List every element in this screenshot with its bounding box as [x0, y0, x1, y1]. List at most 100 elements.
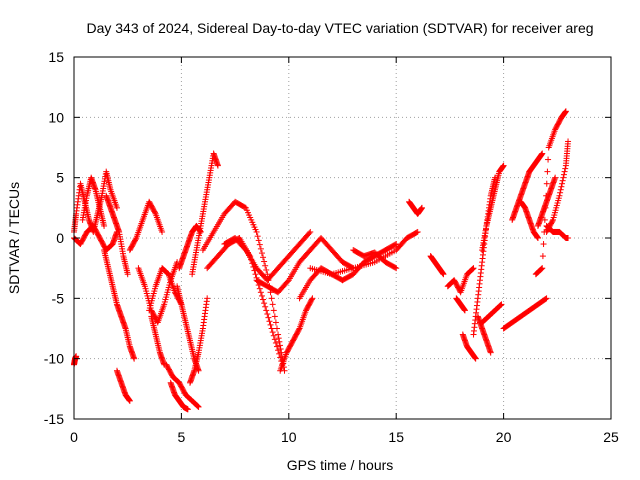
data-point	[537, 266, 544, 273]
data-point	[552, 174, 559, 181]
data-point	[275, 331, 282, 338]
data-point	[539, 253, 546, 260]
data-point	[270, 307, 277, 314]
data-point	[257, 289, 264, 296]
data-point	[549, 218, 556, 225]
data-point	[265, 314, 272, 321]
data-point	[124, 271, 131, 278]
data-point	[263, 307, 270, 314]
series-arc-s	[204, 235, 286, 368]
data-point	[560, 171, 567, 178]
series-arc-m	[167, 379, 191, 413]
series-arc-d	[71, 353, 80, 368]
data-point	[565, 235, 572, 241]
data-point	[295, 326, 302, 333]
data-point	[440, 271, 447, 278]
data-point	[266, 318, 273, 325]
data-point	[539, 265, 546, 272]
data-point	[284, 278, 291, 285]
chart-title: Day 343 of 2024, Sidereal Day-to-day VTE…	[86, 20, 593, 36]
data-point	[306, 230, 313, 237]
x-tick-labels: 0 5 10 15 20 25	[70, 429, 619, 445]
data-point	[132, 236, 139, 243]
data-point	[557, 186, 564, 193]
data-point	[214, 162, 221, 169]
grid-lines	[74, 57, 611, 419]
data-point	[269, 301, 276, 308]
data-point	[413, 229, 420, 236]
data-point	[194, 403, 201, 410]
y-axis-label: SDTVAR / TECUs	[6, 182, 22, 294]
data-point	[261, 300, 268, 307]
data-point	[195, 403, 202, 410]
data-point	[543, 180, 550, 187]
series-arc-y	[350, 247, 400, 272]
series-arc-ao	[543, 138, 572, 235]
data-point	[560, 174, 567, 181]
data-point	[487, 349, 494, 356]
series-arc-k	[148, 313, 168, 368]
data-point	[241, 204, 248, 211]
data-point	[277, 354, 284, 361]
data-point	[272, 319, 279, 326]
data-point	[469, 265, 476, 272]
data-point	[545, 156, 552, 163]
y-tick-label: 10	[48, 109, 64, 125]
data-point	[498, 301, 505, 308]
data-point	[261, 258, 268, 265]
data-point	[258, 292, 265, 299]
series-arc-f	[103, 192, 131, 278]
x-tick-label: 15	[388, 429, 404, 445]
series-arc-l	[163, 361, 202, 410]
tick-marks	[73, 56, 612, 420]
data-point	[263, 266, 270, 273]
series-arc-al	[526, 150, 546, 175]
data-point	[557, 189, 564, 196]
data-point	[309, 295, 316, 302]
series-arc-g	[113, 367, 133, 404]
data-point	[159, 228, 166, 235]
x-tick-label: 20	[496, 429, 512, 445]
data-point	[276, 342, 283, 349]
y-tick-label: 0	[56, 230, 64, 246]
data-point	[101, 222, 108, 229]
data-point	[270, 332, 277, 339]
data-point	[241, 245, 248, 252]
data-point	[558, 183, 565, 190]
data-point	[277, 346, 284, 353]
data-point	[540, 241, 547, 248]
data-point	[392, 241, 399, 248]
y-tick-label: -5	[52, 290, 65, 306]
data-point	[253, 228, 260, 235]
data-point	[414, 228, 421, 235]
data-point	[472, 355, 479, 362]
series-arc-u	[253, 235, 357, 296]
data-point	[272, 339, 279, 346]
series-arc-aj	[509, 168, 533, 223]
data-point	[539, 150, 546, 157]
data-point	[126, 397, 133, 404]
data-point	[497, 302, 504, 309]
data-point	[561, 168, 568, 175]
series-arc-c	[79, 174, 108, 229]
series-arc-a	[71, 168, 120, 235]
data-point	[273, 343, 280, 350]
data-point	[276, 338, 283, 345]
series-arc-af	[479, 162, 507, 254]
x-axis-label: GPS time / hours	[287, 457, 394, 473]
series-arc-ab	[444, 265, 477, 296]
data-point	[275, 335, 282, 342]
data-point	[151, 209, 158, 216]
series-arc-p	[189, 150, 221, 278]
data-point	[113, 204, 120, 211]
data-point	[271, 336, 278, 343]
data-point	[543, 295, 550, 302]
data-point	[392, 264, 399, 271]
data-point	[275, 347, 282, 354]
data-point	[497, 301, 504, 308]
data-point	[262, 262, 269, 269]
data-point	[164, 269, 171, 276]
data-point	[393, 241, 400, 248]
data-point	[131, 355, 138, 362]
